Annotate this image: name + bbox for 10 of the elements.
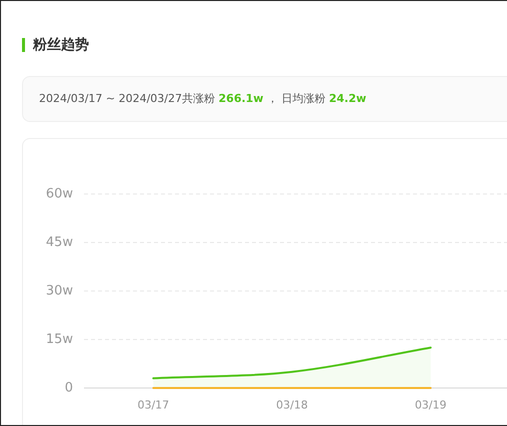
y-tick-label: 60w	[46, 186, 74, 202]
x-tick-label: 03/19	[414, 398, 447, 412]
x-tick-label: 03/17	[137, 398, 170, 412]
chart-subtitle: 2024/03/17 ~ 2024/03/27共涨粉 266.1w ， 日均涨粉 24.2w	[39, 91, 366, 107]
y-tick-label: 30w	[46, 284, 74, 298]
x-tick-label: 03/18	[276, 398, 308, 412]
y-tick-label: 45w	[46, 235, 74, 250]
chart-title: 粉丝趋势	[33, 36, 89, 54]
y-tick-label: 15w	[46, 332, 74, 347]
y-tick-label: 0	[64, 380, 73, 396]
